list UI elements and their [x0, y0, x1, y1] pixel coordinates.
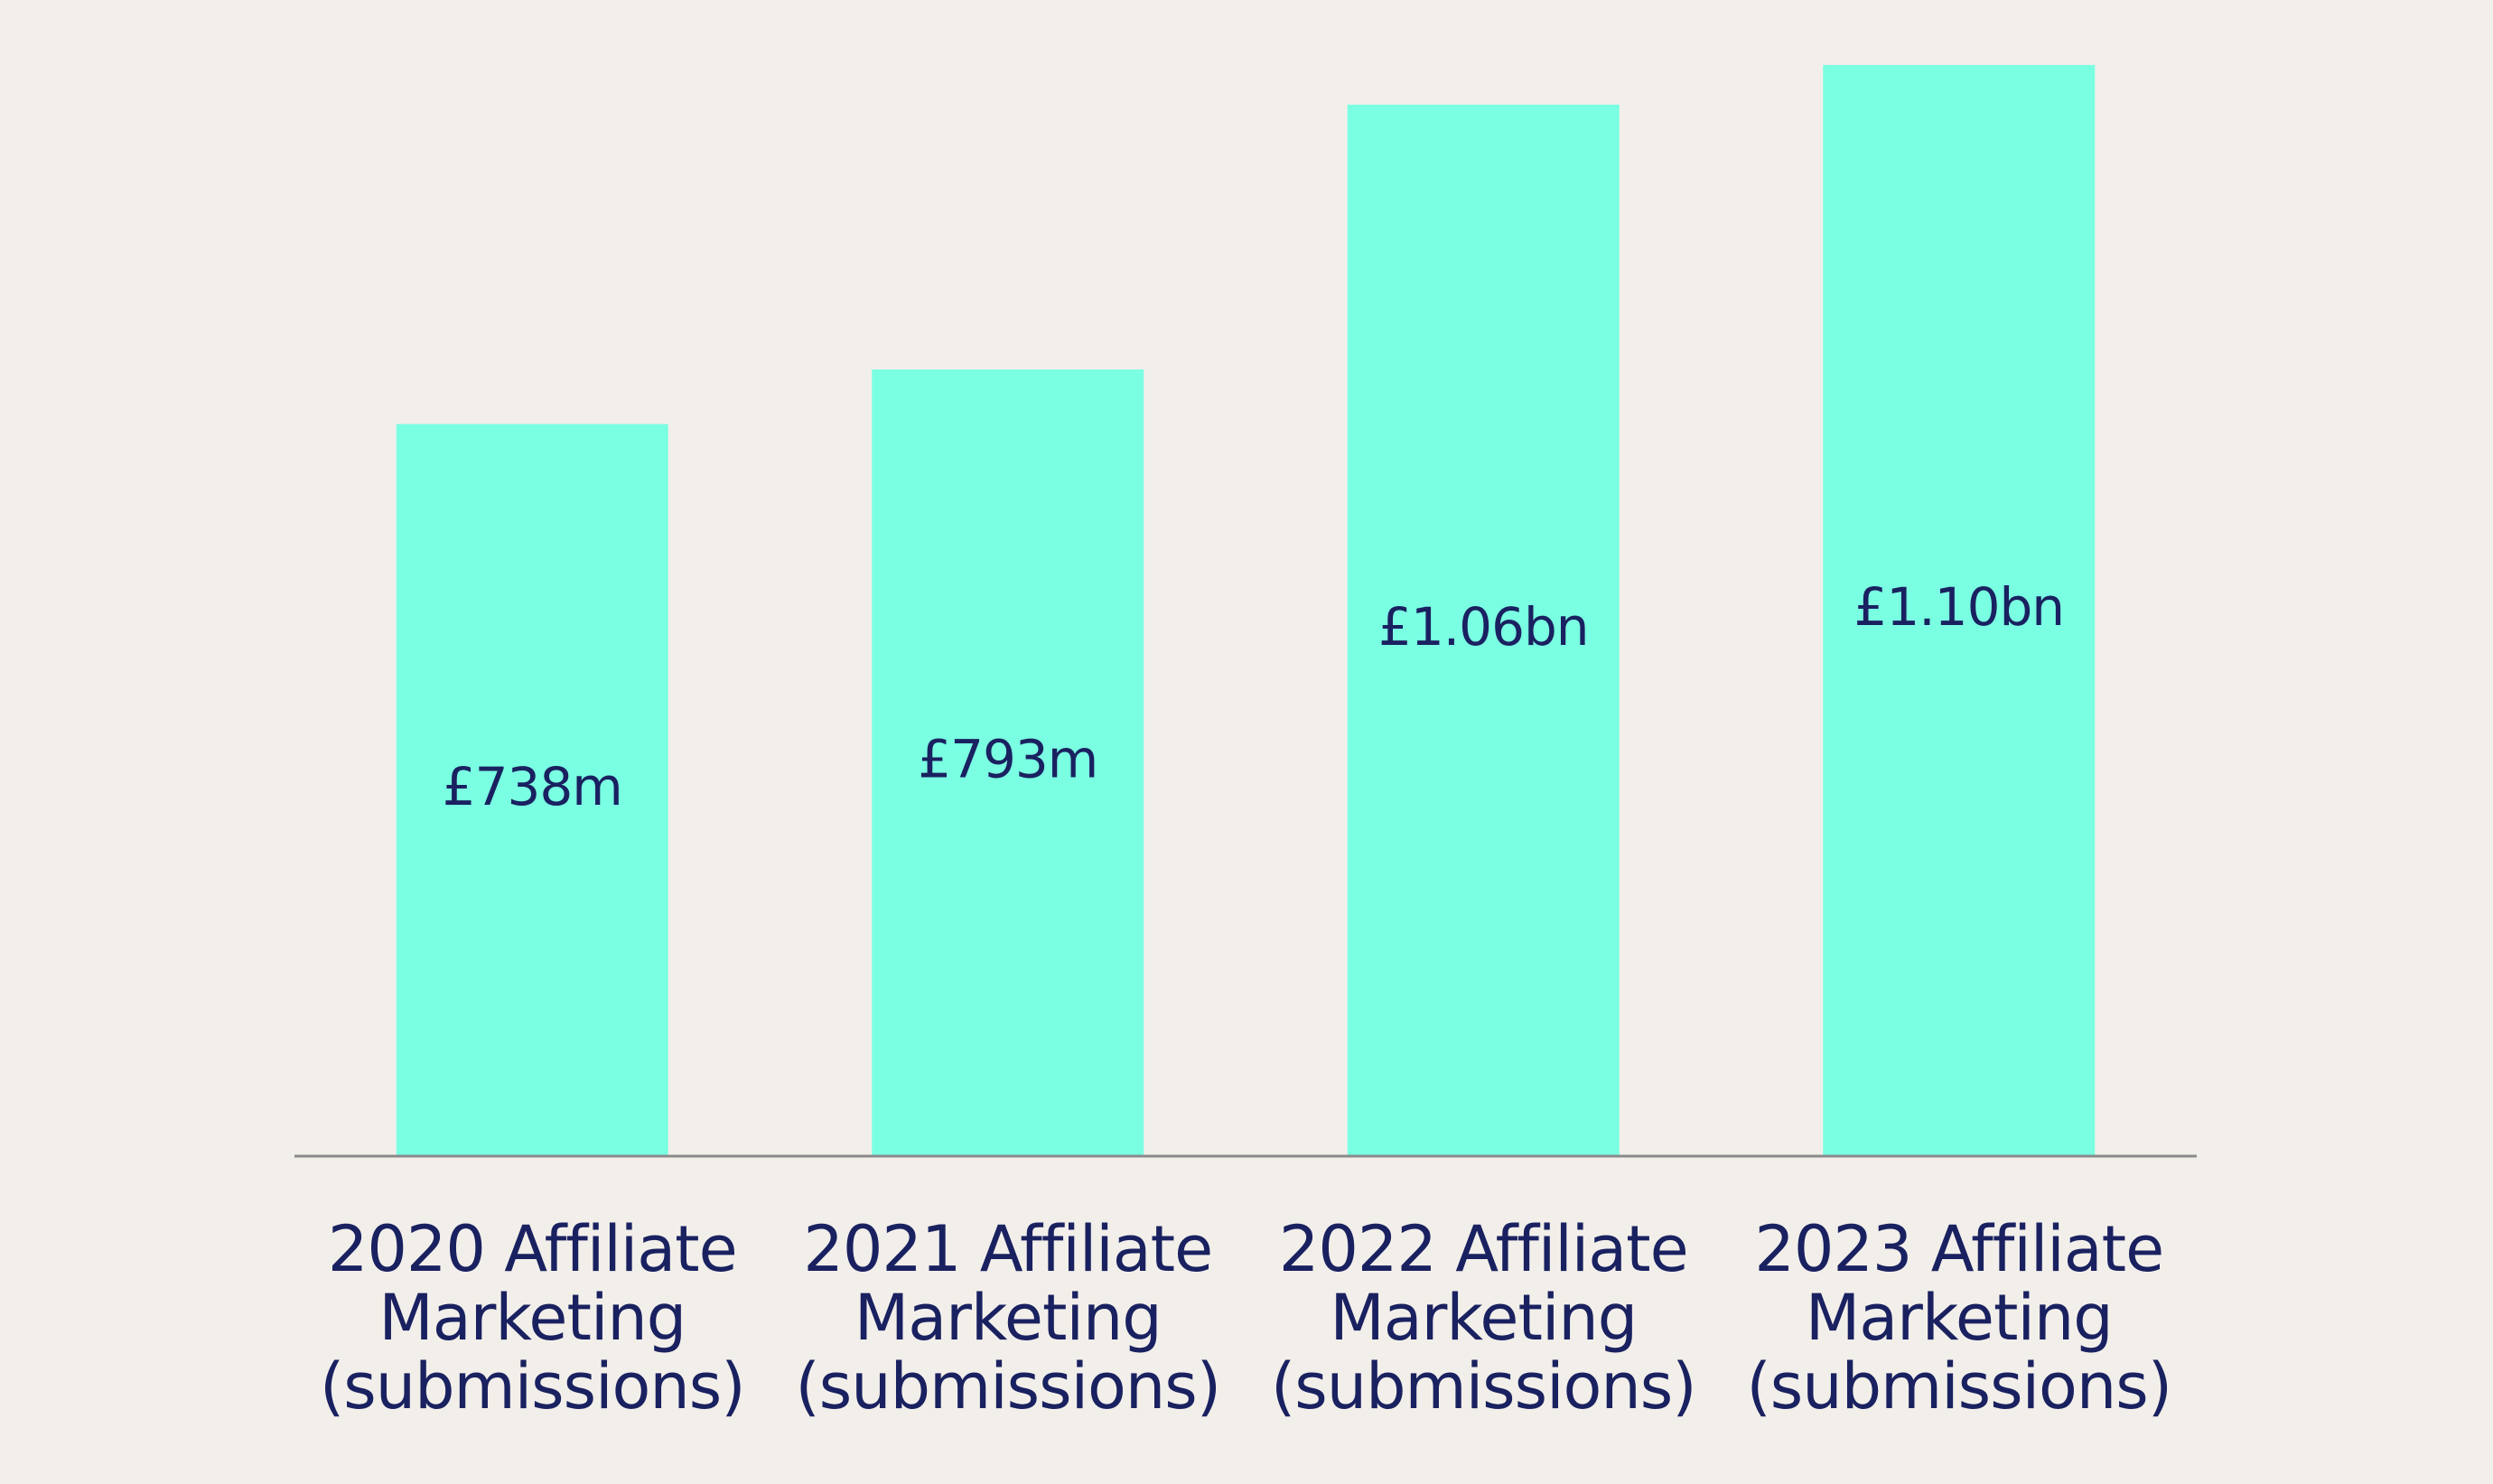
- value-label: £1.10bn: [1853, 576, 2064, 638]
- value-label: £738m: [443, 756, 622, 817]
- bar: [872, 369, 1144, 1157]
- x-tick-label: 2022 Affiliate Marketing (submissions): [1270, 1212, 1697, 1423]
- bar: [1347, 104, 1620, 1156]
- x-tick-label: 2023 Affiliate Marketing (submissions): [1746, 1212, 2172, 1423]
- value-label: £793m: [918, 729, 1097, 790]
- bar: [396, 424, 668, 1156]
- x-tick-label: 2020 Affiliate Marketing (submissions): [319, 1212, 746, 1423]
- bar: [1823, 64, 2096, 1156]
- x-tick-label: 2021 Affiliate Marketing (submissions): [795, 1212, 1221, 1423]
- value-label: £1.06bn: [1378, 596, 1589, 658]
